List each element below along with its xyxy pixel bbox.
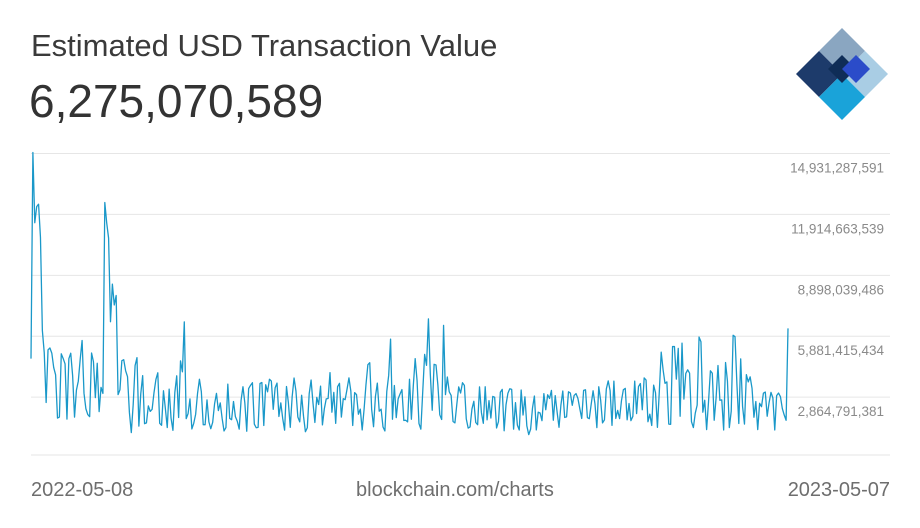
source-link[interactable]: blockchain.com/charts: [356, 479, 554, 501]
chart-title: Estimated USD Transaction Value: [31, 28, 498, 63]
series-line: [30, 151, 789, 436]
current-value: 6,275,070,589: [29, 75, 324, 127]
y-tick-label: 8,898,039,486: [798, 282, 884, 297]
line-chart: 2,864,791,381 5,881,415,434 8,898,039,486 1…: [30, 151, 890, 456]
start-date-label: 2022-05-08: [31, 479, 134, 501]
y-tick-label: 14,931,287,591: [790, 160, 884, 175]
y-tick-label: 11,914,663,539: [791, 221, 884, 236]
y-tick-label: 5,881,415,434: [798, 343, 885, 358]
blockchain-logo-icon: [796, 28, 888, 120]
y-tick-label: 2,864,791,381: [798, 404, 884, 419]
end-date-label: 2023-05-07: [787, 479, 890, 501]
